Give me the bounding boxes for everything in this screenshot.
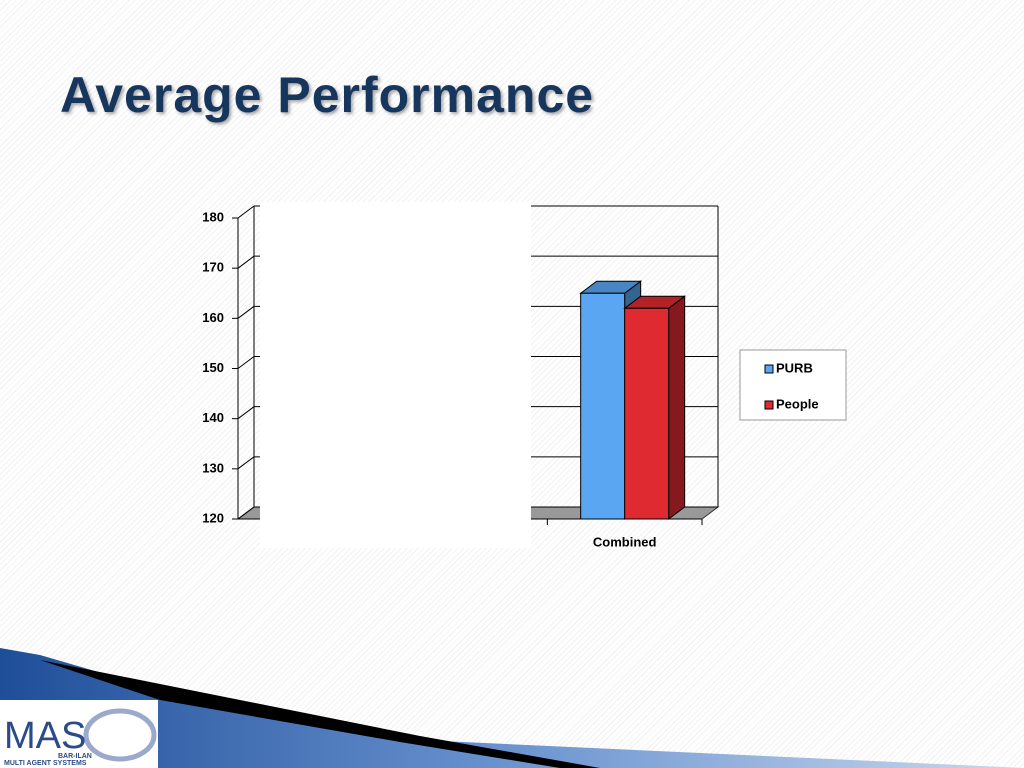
grid-line bbox=[237, 356, 255, 369]
slide-title: Average Performance bbox=[60, 67, 595, 123]
grid-line bbox=[237, 406, 255, 420]
logo-swirl bbox=[83, 708, 157, 762]
y-tick-label: 150 bbox=[202, 360, 224, 375]
y-tick-label: 170 bbox=[202, 260, 224, 275]
legend-box bbox=[739, 349, 847, 421]
y-tick-label: 180 bbox=[202, 209, 224, 224]
grid-line bbox=[237, 305, 255, 319]
footer-swoosh bbox=[0, 648, 1024, 768]
cover bbox=[260, 202, 531, 548]
grid-line bbox=[237, 205, 255, 219]
legend-label: People bbox=[776, 396, 819, 411]
logo-line: MULTI AGENT SYSTEMS bbox=[4, 760, 87, 767]
y-tick-label: 120 bbox=[202, 510, 224, 525]
y-tick-label: 140 bbox=[202, 410, 224, 425]
y-tick-label: 130 bbox=[202, 460, 224, 475]
x-tick-label: Combined bbox=[593, 534, 657, 549]
y-tick-label: 160 bbox=[202, 310, 224, 325]
logo-name: MAS bbox=[4, 715, 86, 757]
grid-line bbox=[237, 456, 255, 470]
logo-line: BAR-ILAN bbox=[58, 753, 92, 760]
grid-line bbox=[237, 506, 255, 520]
grid-line bbox=[237, 255, 255, 269]
legend-swatch bbox=[764, 400, 774, 410]
legend-swatch bbox=[764, 364, 774, 374]
bar bbox=[580, 292, 626, 520]
bar-side bbox=[668, 295, 686, 520]
bar bbox=[624, 307, 670, 520]
legend-label: PURB bbox=[776, 360, 813, 375]
